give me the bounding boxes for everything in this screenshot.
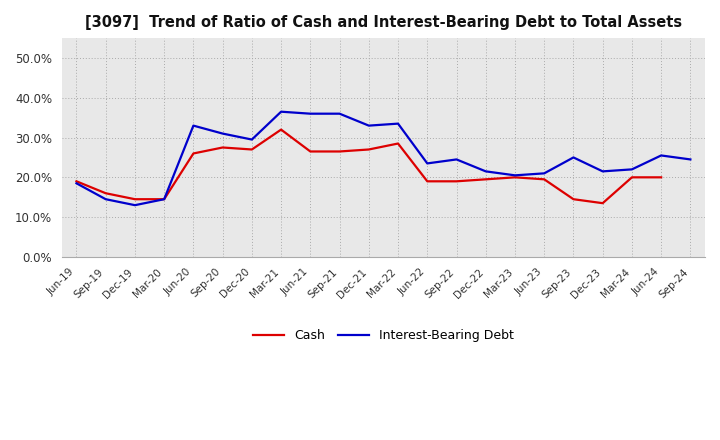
Cash	[102, 191, 110, 196]
Cash	[452, 179, 461, 184]
Interest-Bearing Debt	[686, 157, 695, 162]
Interest-Bearing Debt	[423, 161, 431, 166]
Interest-Bearing Debt	[394, 121, 402, 126]
Cash	[189, 151, 198, 156]
Cash	[218, 145, 227, 150]
Interest-Bearing Debt	[657, 153, 665, 158]
Cash	[130, 197, 139, 202]
Interest-Bearing Debt	[130, 202, 139, 208]
Cash	[336, 149, 344, 154]
Interest-Bearing Debt	[598, 169, 607, 174]
Interest-Bearing Debt	[248, 137, 256, 142]
Interest-Bearing Debt	[482, 169, 490, 174]
Cash	[306, 149, 315, 154]
Cash	[569, 197, 577, 202]
Cash	[72, 179, 81, 184]
Interest-Bearing Debt	[628, 167, 636, 172]
Cash	[598, 201, 607, 206]
Cash	[482, 177, 490, 182]
Cash	[628, 175, 636, 180]
Line: Interest-Bearing Debt: Interest-Bearing Debt	[76, 112, 690, 205]
Interest-Bearing Debt	[364, 123, 373, 128]
Cash	[394, 141, 402, 146]
Cash	[248, 147, 256, 152]
Interest-Bearing Debt	[102, 197, 110, 202]
Interest-Bearing Debt	[540, 171, 549, 176]
Cash	[423, 179, 431, 184]
Cash	[540, 177, 549, 182]
Title: [3097]  Trend of Ratio of Cash and Interest-Bearing Debt to Total Assets: [3097] Trend of Ratio of Cash and Intere…	[85, 15, 682, 30]
Interest-Bearing Debt	[306, 111, 315, 116]
Interest-Bearing Debt	[160, 197, 168, 202]
Interest-Bearing Debt	[510, 173, 519, 178]
Legend: Cash, Interest-Bearing Debt: Cash, Interest-Bearing Debt	[248, 324, 519, 348]
Interest-Bearing Debt	[569, 155, 577, 160]
Cash	[276, 127, 285, 132]
Interest-Bearing Debt	[218, 131, 227, 136]
Cash	[657, 175, 665, 180]
Interest-Bearing Debt	[452, 157, 461, 162]
Line: Cash: Cash	[76, 130, 661, 203]
Cash	[364, 147, 373, 152]
Cash	[160, 197, 168, 202]
Interest-Bearing Debt	[276, 109, 285, 114]
Interest-Bearing Debt	[189, 123, 198, 128]
Interest-Bearing Debt	[72, 181, 81, 186]
Cash	[510, 175, 519, 180]
Interest-Bearing Debt	[336, 111, 344, 116]
